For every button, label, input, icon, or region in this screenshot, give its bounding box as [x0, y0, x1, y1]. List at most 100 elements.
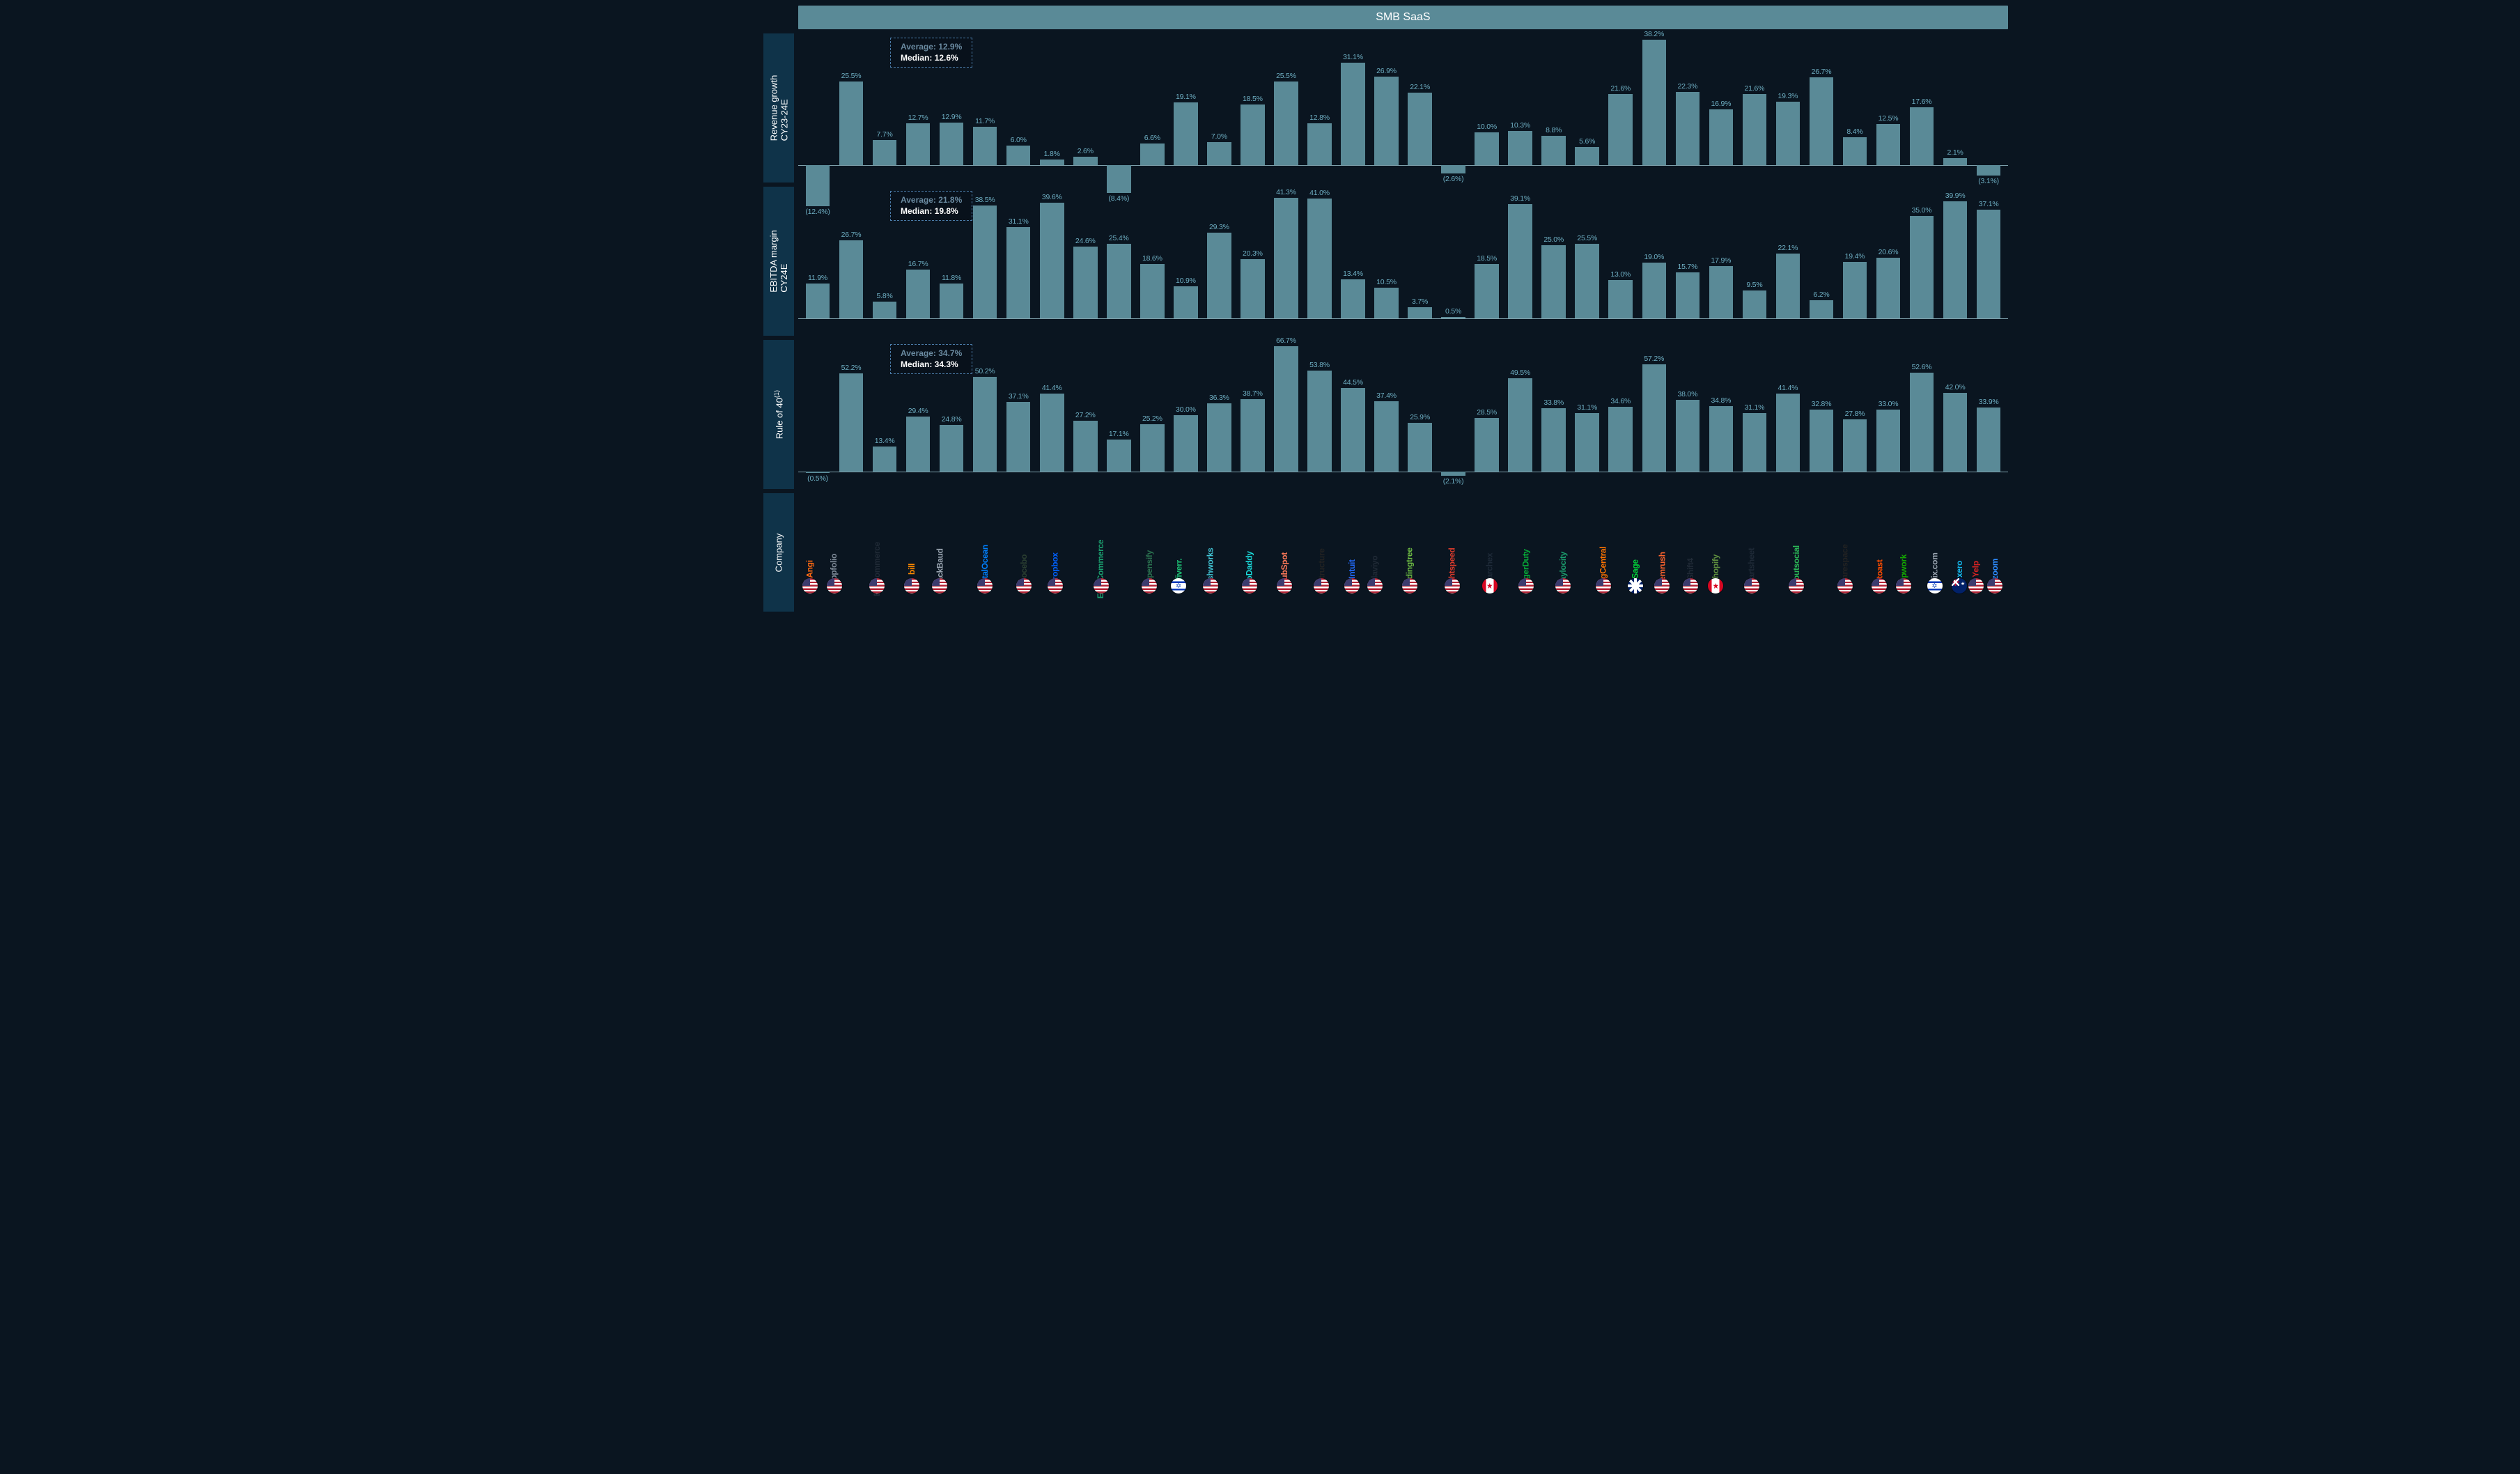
company-column: appfolio: [818, 514, 849, 594]
company-logo-wrap: fiverr.: [1168, 514, 1190, 574]
bar-rule_of_40: [1107, 440, 1131, 472]
bar-slot: 6.0%: [1002, 33, 1035, 165]
bar-rule_of_40: [1307, 371, 1332, 472]
stats-average: Average: 12.9%: [901, 41, 962, 52]
section-header: SMB SaaS: [798, 6, 2008, 29]
bar-revenue_growth: [873, 140, 897, 165]
bar-slot: 33.9%: [1972, 340, 2005, 472]
row-label-text: Revenue growthCY23-24E: [768, 75, 789, 141]
flag-us-icon: [1968, 578, 1984, 594]
bar-revenue_growth: [1575, 147, 1599, 165]
bar-rule_of_40: [1508, 378, 1532, 472]
flag-us-icon: [1344, 578, 1360, 594]
bar-slot: 38.0%: [1671, 340, 1704, 472]
bar-value-label: (2.6%): [1443, 175, 1464, 183]
flag-us-icon: [1277, 578, 1292, 594]
stats-median: Median: 19.8%: [901, 205, 962, 217]
bar-revenue_growth: [1642, 40, 1667, 165]
company-logo-wrap: Instructure: [1301, 514, 1342, 574]
company-logo-wrap: Yelp: [1968, 514, 1984, 574]
bar-value-label: 37.4%: [1376, 391, 1397, 400]
flag-us-icon: [869, 578, 885, 594]
bar-slot: 0.5%: [1437, 187, 1470, 318]
flag-au-icon: [1952, 578, 1967, 594]
company-column: Yelp: [1968, 514, 1984, 594]
bar-ebitda_margin: [1207, 233, 1231, 318]
company-column: PagerDuty: [1506, 514, 1546, 594]
bar-slot: 39.6%: [1035, 187, 1068, 318]
bar-slot: 5.6%: [1571, 33, 1604, 165]
bar-revenue_growth: [1810, 77, 1834, 165]
bar-ebitda_margin: [806, 284, 830, 318]
company-column: smartsheet: [1730, 514, 1773, 594]
bar-value-label: 21.6%: [1610, 84, 1631, 93]
flag-uk-icon: [1628, 578, 1643, 594]
bar-rule_of_40: [1073, 421, 1098, 472]
company-column: Instructure: [1301, 514, 1342, 594]
bar-rule_of_40: [1709, 406, 1734, 472]
bar-slot: 12.8%: [1302, 33, 1336, 165]
bar-value-label: 10.0%: [1477, 123, 1497, 131]
company-logo-wrap: HubSpot: [1268, 514, 1301, 574]
bar-value-label: 41.4%: [1778, 384, 1798, 392]
company-logo-wrap: smartsheet: [1730, 514, 1773, 574]
bar-ebitda_margin: [839, 240, 864, 318]
chart-wrap-rule_of_40: (0.5%)52.2%13.4%29.4%24.8%50.2%37.1%41.4…: [798, 340, 2008, 489]
flag-us-icon: [1314, 578, 1329, 594]
bar-value-label: 25.5%: [841, 72, 862, 80]
bar-slot: 10.5%: [1370, 187, 1403, 318]
flag-us-icon: [1789, 578, 1804, 594]
bar-slot: (12.4%): [801, 33, 834, 165]
bar-slot: 42.0%: [1938, 340, 1972, 472]
company-column: klaviyo: [1361, 514, 1388, 594]
company-column: Squarespace: [1820, 514, 1869, 594]
bar-revenue_growth: [1608, 94, 1633, 165]
flag-us-icon: [904, 578, 919, 594]
bar-revenue_growth: [973, 127, 997, 165]
bar-value-label: 5.8%: [877, 292, 893, 300]
bar-slot: 9.5%: [1738, 187, 1771, 318]
company-column: zoom: [1984, 514, 2005, 594]
bar-slot: 8.4%: [1838, 33, 1872, 165]
bar-value-label: 19.1%: [1176, 93, 1196, 101]
stats-average-value: 34.7%: [938, 348, 962, 358]
bar-slot: 41.4%: [1771, 340, 1805, 472]
bar-value-label: 49.5%: [1510, 368, 1530, 377]
flag-us-icon: [1744, 578, 1759, 594]
flag-us-icon: [977, 578, 993, 594]
bar-rule_of_40: [1977, 408, 2001, 472]
bar-ebitda_margin: [1541, 245, 1566, 318]
bar-value-label: 5.6%: [1579, 137, 1595, 146]
bar-slot: (0.5%): [801, 340, 834, 472]
bar-value-label: 31.1%: [1745, 403, 1765, 412]
bar-revenue_growth: [1307, 123, 1332, 165]
bar-slot: 37.1%: [1972, 187, 2005, 318]
bar-value-label: 18.5%: [1243, 95, 1263, 103]
bar-value-label: 28.5%: [1477, 408, 1497, 417]
bar-ebitda_margin: [1508, 204, 1532, 318]
company-logo-wrap: toast: [1870, 514, 1889, 574]
company-column: BigCommerce: [850, 514, 904, 594]
bar-revenue_growth: [839, 82, 864, 165]
bar-value-label: 37.1%: [1009, 392, 1029, 401]
bar-revenue_growth: [1910, 107, 1934, 165]
flag-us-icon: [1596, 578, 1611, 594]
bar-slot: 7.0%: [1202, 33, 1236, 165]
bar-slot: 50.2%: [968, 340, 1002, 472]
bar-rule_of_40: [1608, 407, 1633, 472]
bar-slot: 21.6%: [1604, 33, 1638, 165]
bar-value-label: 8.4%: [1846, 127, 1862, 136]
bar-rule_of_40: [1642, 364, 1667, 472]
bar-ebitda_margin: [1006, 227, 1031, 318]
bar-value-label: 8.8%: [1546, 126, 1562, 134]
company-logo-wrap: Semrush: [1645, 514, 1679, 574]
bar-slot: 18.5%: [1236, 33, 1269, 165]
bar-slot: 25.4%: [1102, 187, 1135, 318]
bar-slot: 32.8%: [1805, 340, 1838, 472]
bar-rule_of_40: [1006, 402, 1031, 472]
bar-ebitda_margin: [1843, 262, 1867, 318]
bar-ebitda_margin: [1608, 280, 1633, 318]
company-logo-wrap: klaviyo: [1361, 514, 1388, 574]
stats-average-value: 12.9%: [938, 42, 962, 52]
bar-value-label: 20.6%: [1879, 248, 1899, 256]
